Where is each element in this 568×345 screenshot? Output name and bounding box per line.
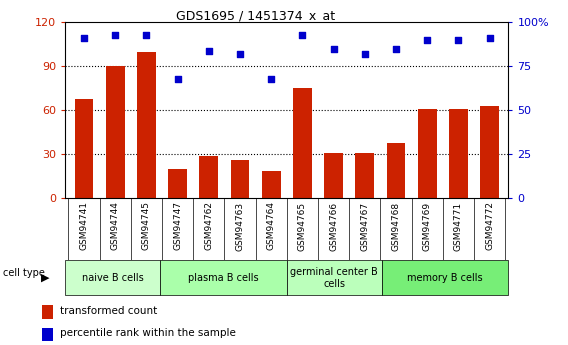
Bar [418, 109, 437, 198]
Text: GSM94767: GSM94767 [360, 201, 369, 250]
Text: percentile rank within the sample: percentile rank within the sample [60, 328, 235, 338]
Point [391, 46, 400, 51]
Text: GSM94766: GSM94766 [329, 201, 338, 250]
Point [423, 37, 432, 43]
Text: memory B cells: memory B cells [407, 273, 483, 283]
Text: GSM94745: GSM94745 [142, 201, 151, 250]
Text: ▶: ▶ [41, 273, 49, 283]
Point [142, 32, 151, 38]
Bar [293, 88, 312, 198]
Text: GSM94764: GSM94764 [267, 201, 275, 250]
Bar [382, 260, 508, 295]
Text: GSM94772: GSM94772 [485, 201, 494, 250]
Bar [106, 66, 124, 198]
Text: plasma B cells: plasma B cells [188, 273, 259, 283]
Text: GSM94765: GSM94765 [298, 201, 307, 250]
Bar [449, 109, 468, 198]
Bar [199, 156, 218, 198]
Point [267, 76, 276, 81]
Point [329, 46, 338, 51]
Point [204, 48, 214, 53]
Bar [356, 153, 374, 198]
Bar [137, 52, 156, 198]
Point [80, 36, 89, 41]
Point [236, 51, 245, 57]
Point [360, 51, 369, 57]
Point [485, 36, 494, 41]
Bar [41, 328, 53, 341]
Bar [324, 153, 343, 198]
Text: naive B cells: naive B cells [82, 273, 144, 283]
Text: cell type: cell type [3, 268, 45, 277]
Text: GSM94762: GSM94762 [204, 201, 214, 250]
Bar [262, 170, 281, 198]
Point [173, 76, 182, 81]
Text: GSM94771: GSM94771 [454, 201, 463, 250]
Bar [168, 169, 187, 198]
Bar [231, 160, 249, 198]
Point [111, 32, 120, 38]
Bar [65, 260, 160, 295]
Text: GSM94769: GSM94769 [423, 201, 432, 250]
Bar [287, 260, 382, 295]
Text: GSM94741: GSM94741 [80, 201, 89, 250]
Bar [41, 305, 53, 319]
Text: GDS1695 / 1451374_x_at: GDS1695 / 1451374_x_at [176, 9, 335, 22]
Bar [160, 260, 287, 295]
Bar [74, 99, 93, 198]
Text: GSM94744: GSM94744 [111, 201, 120, 250]
Point [454, 37, 463, 43]
Bar [481, 106, 499, 198]
Text: GSM94747: GSM94747 [173, 201, 182, 250]
Text: GSM94763: GSM94763 [236, 201, 245, 250]
Text: germinal center B
cells: germinal center B cells [290, 267, 378, 288]
Text: GSM94768: GSM94768 [391, 201, 400, 250]
Text: transformed count: transformed count [60, 306, 157, 316]
Point [298, 32, 307, 38]
Bar [387, 143, 406, 198]
